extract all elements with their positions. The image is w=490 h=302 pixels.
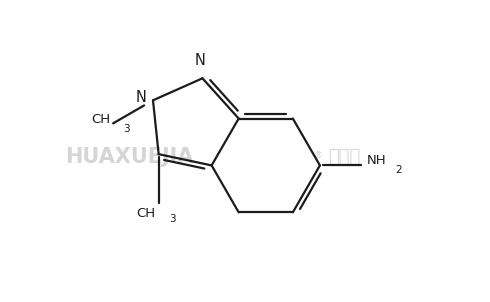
Text: N: N — [194, 53, 205, 68]
Text: 2: 2 — [395, 165, 402, 175]
Text: 化学加: 化学加 — [328, 148, 360, 166]
Text: N: N — [135, 90, 146, 105]
Text: 3: 3 — [123, 124, 130, 134]
Text: HUAXUEJIA: HUAXUEJIA — [66, 147, 194, 167]
Text: ®: ® — [314, 151, 322, 160]
Text: CH: CH — [137, 207, 156, 220]
Text: CH: CH — [91, 114, 110, 127]
Text: 3: 3 — [169, 214, 175, 224]
Text: NH: NH — [367, 154, 386, 167]
